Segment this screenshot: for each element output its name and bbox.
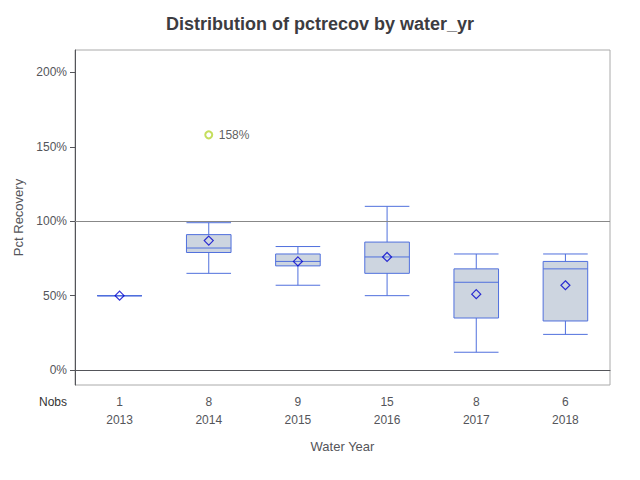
svg-text:2015: 2015 xyxy=(285,413,312,427)
svg-text:6: 6 xyxy=(562,395,569,409)
svg-text:158%: 158% xyxy=(219,128,250,142)
svg-text:200%: 200% xyxy=(36,65,67,79)
svg-text:Nobs: Nobs xyxy=(39,395,67,409)
svg-text:Distribution of pctrecov by wa: Distribution of pctrecov by water_yr xyxy=(166,14,474,34)
svg-text:2016: 2016 xyxy=(374,413,401,427)
svg-text:150%: 150% xyxy=(36,140,67,154)
svg-text:15: 15 xyxy=(380,395,394,409)
svg-text:8: 8 xyxy=(473,395,480,409)
svg-text:2018: 2018 xyxy=(552,413,579,427)
svg-text:Pct Recovery: Pct Recovery xyxy=(11,178,26,256)
svg-text:Water Year: Water Year xyxy=(311,439,376,454)
svg-text:9: 9 xyxy=(295,395,302,409)
svg-text:50%: 50% xyxy=(43,289,67,303)
svg-text:2014: 2014 xyxy=(195,413,222,427)
svg-text:0%: 0% xyxy=(50,363,68,377)
svg-text:1: 1 xyxy=(116,395,123,409)
svg-text:2017: 2017 xyxy=(463,413,490,427)
svg-text:2013: 2013 xyxy=(106,413,133,427)
svg-text:100%: 100% xyxy=(36,214,67,228)
svg-text:8: 8 xyxy=(205,395,212,409)
